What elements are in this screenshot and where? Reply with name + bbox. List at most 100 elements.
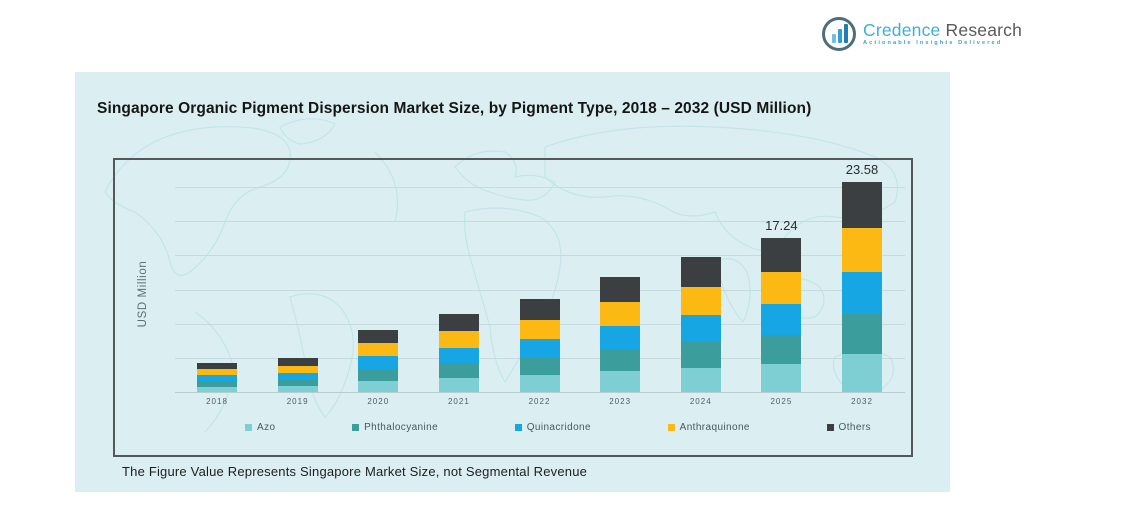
legend-label-others: Others xyxy=(838,422,871,433)
bar-segment-phthalocyanine-2019 xyxy=(277,379,318,386)
logo-bar-1 xyxy=(832,34,836,43)
bar-segment-quinacridone-2023 xyxy=(600,326,641,350)
bar-segment-others-2022 xyxy=(519,299,560,320)
footnote: The Figure Value Represents Singapore Ma… xyxy=(122,464,588,479)
legend-swatch-anthraquinone xyxy=(667,424,675,431)
legend-swatch-phthalocyanine xyxy=(352,424,360,431)
bar-segment-others-2019 xyxy=(277,358,318,366)
bar-segment-azo-2023 xyxy=(600,371,641,392)
bar-segment-anthraquinone-2019 xyxy=(277,365,318,373)
bar-segment-anthraquinone-2025 xyxy=(761,272,802,305)
bar-segment-others-2023 xyxy=(600,276,641,303)
bar-2018 xyxy=(197,362,237,392)
logo-text: Credence Research Actionable Insights De… xyxy=(863,21,1022,47)
bar-segment-anthraquinone-2024 xyxy=(680,286,721,316)
legend-item-others: Others xyxy=(826,422,871,433)
gridline xyxy=(175,221,905,223)
bar-segment-azo-2020 xyxy=(358,380,399,392)
bar-segment-phthalocyanine-2023 xyxy=(600,349,641,372)
bar-2022 xyxy=(519,299,560,392)
legend-label-phthalocyanine: Phthalocyanine xyxy=(364,422,439,433)
bar-2019 xyxy=(277,358,318,392)
x-tick-2020: 2020 xyxy=(367,397,390,406)
legend-item-quinacridone: Quinacridone xyxy=(514,422,591,433)
bar-segment-quinacridone-2032 xyxy=(842,272,882,315)
bar-segment-anthraquinone-2020 xyxy=(358,343,399,357)
credence-research-logo: Credence Research Actionable Insights De… xyxy=(822,17,1022,51)
bar-2024 xyxy=(680,257,721,392)
y-axis-label: USD Million xyxy=(137,260,149,328)
bar-segment-phthalocyanine-2022 xyxy=(519,357,560,376)
bar-segment-others-2024 xyxy=(680,257,721,287)
bar-segment-azo-2032 xyxy=(842,354,882,392)
bar-segment-phthalocyanine-2024 xyxy=(680,342,721,368)
bar-chart-circle-icon xyxy=(822,17,856,51)
bar-segment-phthalocyanine-2025 xyxy=(761,335,802,365)
x-axis-ticks: 2018 2019 2020 2021 2022 2023 2024 2025 2032 xyxy=(197,397,882,406)
gridline xyxy=(175,187,905,188)
x-tick-2032: 2032 xyxy=(851,397,873,406)
bars-container: 17.24 23.58 xyxy=(197,160,882,392)
bar-2020 xyxy=(358,329,399,392)
legend-label-quinacridone: Quinacridone xyxy=(526,422,591,433)
bar-segment-quinacridone-2025 xyxy=(761,304,802,336)
bar-segment-quinacridone-2018 xyxy=(197,375,237,382)
bar-segment-anthraquinone-2021 xyxy=(438,331,479,348)
legend: Azo Phthalocyanine Quinacridone Anthraquino… xyxy=(245,422,871,433)
bar-segment-quinacridone-2022 xyxy=(519,339,560,358)
bar-segment-others-2018 xyxy=(197,362,237,370)
bar-segment-azo-2019 xyxy=(277,385,318,392)
chart-card: Singapore Organic Pigment Dispersion Mar… xyxy=(75,72,950,492)
logo-name-research: Research xyxy=(945,19,1023,40)
x-tick-2025: 2025 xyxy=(770,397,793,406)
legend-item-phthalocyanine: Phthalocyanine xyxy=(352,422,438,433)
bar-segment-others-2025 xyxy=(761,238,802,272)
bar-segment-phthalocyanine-2021 xyxy=(438,363,479,378)
bar-value-label-2032: 23.58 xyxy=(845,161,879,177)
gridline xyxy=(175,255,905,257)
gridline xyxy=(175,289,905,291)
bar-2032: 23.58 xyxy=(842,162,882,392)
legend-swatch-azo xyxy=(245,424,252,431)
x-tick-2022: 2022 xyxy=(528,397,551,406)
bar-segment-azo-2022 xyxy=(519,375,560,392)
chart-title: Singapore Organic Pigment Dispersion Mar… xyxy=(97,100,812,117)
x-tick-2024: 2024 xyxy=(689,397,712,406)
bar-segment-azo-2018 xyxy=(197,386,237,392)
bar-segment-quinacridone-2024 xyxy=(680,315,721,343)
bar-segment-others-2032 xyxy=(842,181,882,228)
x-tick-2021: 2021 xyxy=(447,397,470,406)
bar-segment-azo-2024 xyxy=(680,367,721,392)
bar-segment-others-2020 xyxy=(358,329,399,344)
bar-segment-anthraquinone-2023 xyxy=(600,302,641,327)
logo-bar-2 xyxy=(838,29,842,43)
legend-swatch-others xyxy=(826,424,834,431)
bar-value-label-2025: 17.24 xyxy=(765,218,798,234)
legend-label-azo: Azo xyxy=(257,422,276,433)
bar-segment-anthraquinone-2018 xyxy=(197,369,237,376)
bar-segment-others-2021 xyxy=(438,314,479,332)
legend-swatch-quinacridone xyxy=(514,424,522,431)
legend-item-anthraquinone: Anthraquinone xyxy=(667,422,750,433)
logo-bar-3 xyxy=(844,24,848,43)
logo-tagline: Actionable Insights Delivered xyxy=(863,40,1003,47)
x-tick-2018: 2018 xyxy=(206,397,228,406)
bar-segment-azo-2025 xyxy=(761,364,802,392)
bar-segment-quinacridone-2021 xyxy=(438,347,479,364)
bar-segment-anthraquinone-2032 xyxy=(842,227,882,273)
bar-segment-quinacridone-2020 xyxy=(358,356,399,369)
bar-segment-phthalocyanine-2032 xyxy=(842,314,882,355)
bar-segment-quinacridone-2019 xyxy=(277,372,318,380)
plot-area: USD Million 17.24 23.58 2018 2019 2020 2021 2… xyxy=(113,158,913,457)
legend-item-azo: Azo xyxy=(245,422,275,433)
x-axis-baseline xyxy=(175,392,905,393)
x-tick-2019: 2019 xyxy=(286,397,309,406)
bar-segment-anthraquinone-2022 xyxy=(519,319,560,340)
bar-segment-phthalocyanine-2020 xyxy=(358,368,399,381)
x-tick-2023: 2023 xyxy=(609,397,632,406)
logo-name-credence: Credence xyxy=(863,19,941,40)
legend-label-anthraquinone: Anthraquinone xyxy=(679,422,750,433)
bar-segment-azo-2021 xyxy=(438,378,479,392)
bar-2025: 17.24 xyxy=(761,218,802,392)
